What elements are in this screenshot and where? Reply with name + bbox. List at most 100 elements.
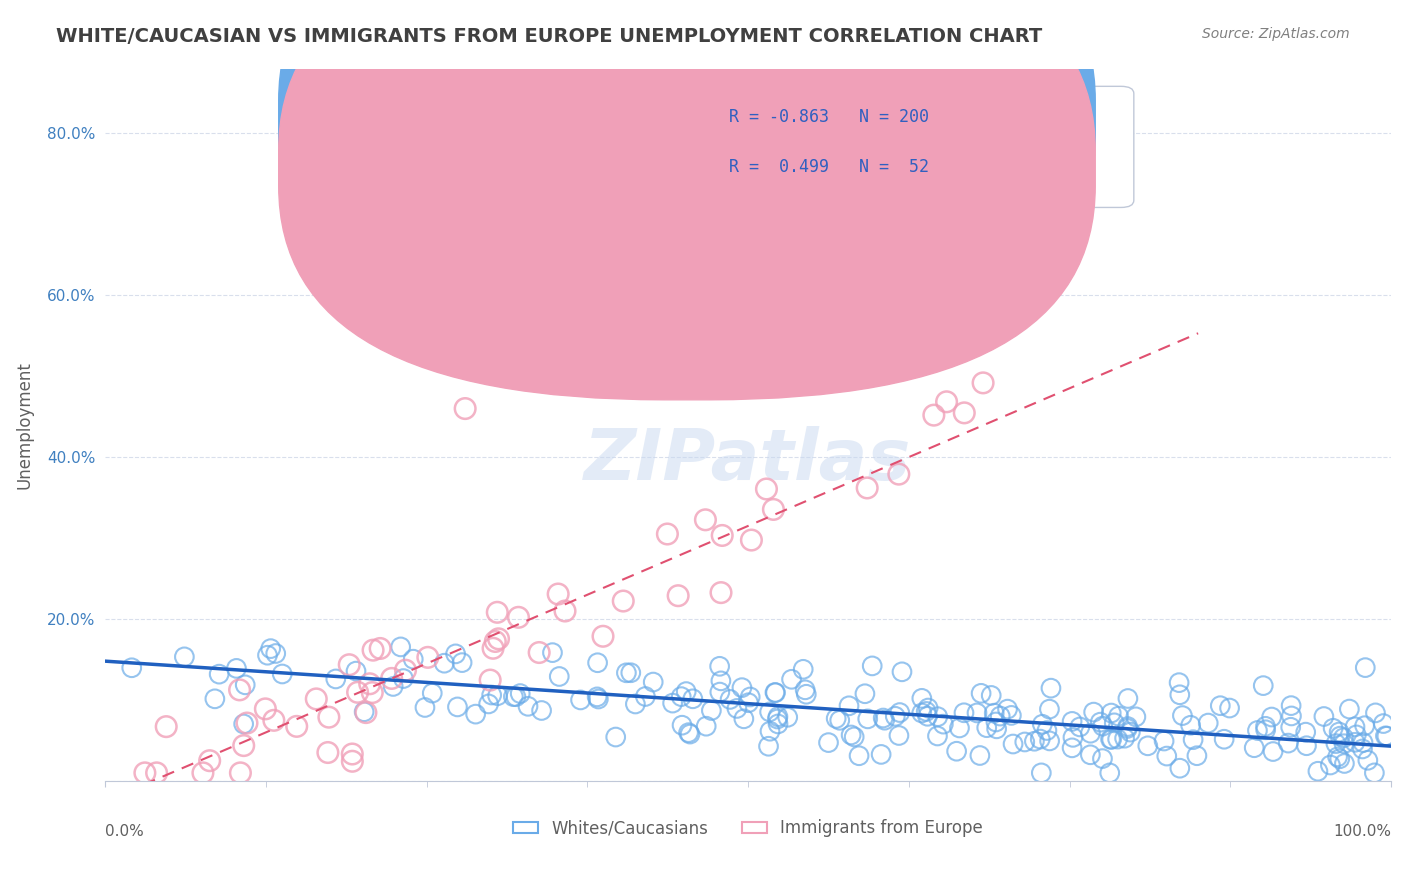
Point: [361, 685, 384, 699]
Point: [548, 669, 571, 683]
Point: [884, 709, 907, 723]
Point: [725, 701, 748, 715]
Text: WHITE/CAUCASIAN VS IMMIGRANTS FROM EUROPE UNEMPLOYMENT CORRELATION CHART: WHITE/CAUCASIAN VS IMMIGRANTS FROM EUROP…: [56, 27, 1042, 45]
Point: [887, 729, 910, 743]
Point: [1346, 728, 1368, 742]
Point: [945, 744, 967, 758]
Point: [1279, 698, 1302, 713]
Point: [381, 672, 404, 686]
Point: [984, 714, 1007, 729]
Point: [481, 688, 503, 702]
Point: [766, 709, 789, 723]
Point: [488, 632, 510, 646]
Point: [983, 706, 1005, 721]
Point: [969, 748, 991, 763]
Point: [740, 690, 762, 704]
Point: [508, 610, 530, 624]
Point: [856, 481, 879, 495]
Point: [718, 692, 741, 706]
Point: [1333, 756, 1355, 771]
Point: [1039, 734, 1062, 748]
Point: [1168, 675, 1191, 690]
Point: [204, 691, 226, 706]
Point: [1209, 698, 1232, 713]
Point: [733, 712, 755, 726]
Point: [264, 647, 287, 661]
Point: [236, 716, 259, 731]
Point: [1197, 716, 1219, 731]
Point: [1119, 725, 1142, 739]
Point: [232, 739, 254, 753]
Point: [997, 702, 1019, 716]
Point: [1168, 688, 1191, 702]
Point: [766, 717, 789, 731]
Point: [737, 696, 759, 710]
Point: [634, 690, 657, 704]
FancyBboxPatch shape: [278, 0, 1095, 350]
Point: [932, 717, 955, 731]
Point: [337, 657, 360, 672]
Legend: Whites/Caucasians, Immigrants from Europe: Whites/Caucasians, Immigrants from Europ…: [506, 813, 990, 844]
Point: [1080, 726, 1102, 740]
Point: [361, 643, 384, 657]
Point: [844, 730, 866, 744]
Point: [342, 747, 364, 761]
Point: [911, 691, 934, 706]
Point: [413, 700, 436, 714]
Point: [1327, 725, 1350, 739]
Point: [1101, 732, 1123, 747]
FancyBboxPatch shape: [278, 0, 1095, 400]
Point: [1344, 735, 1367, 749]
Point: [486, 689, 509, 703]
Point: [254, 702, 277, 716]
Point: [917, 709, 939, 723]
Point: [657, 527, 679, 541]
Point: [344, 664, 367, 678]
Point: [1091, 751, 1114, 765]
Point: [763, 685, 786, 699]
Point: [586, 656, 609, 670]
Point: [678, 725, 700, 739]
Point: [1039, 681, 1062, 695]
Point: [263, 714, 285, 728]
Point: [740, 533, 762, 547]
Point: [1185, 748, 1208, 763]
Point: [191, 765, 214, 780]
Text: 0.0%: 0.0%: [105, 823, 143, 838]
Point: [1000, 708, 1022, 723]
Point: [554, 604, 576, 618]
Point: [1029, 732, 1052, 747]
Point: [1116, 691, 1139, 706]
Point: [927, 729, 949, 743]
Point: [870, 747, 893, 762]
Point: [482, 641, 505, 656]
Point: [527, 646, 550, 660]
Point: [1062, 714, 1084, 729]
Point: [953, 706, 976, 720]
Point: [1333, 737, 1355, 751]
Point: [887, 467, 910, 482]
Point: [1375, 729, 1398, 743]
Point: [1180, 718, 1202, 732]
Point: [198, 754, 221, 768]
Point: [1364, 706, 1386, 720]
Point: [402, 652, 425, 666]
Point: [318, 710, 340, 724]
Point: [709, 659, 731, 673]
Point: [444, 647, 467, 661]
Point: [208, 667, 231, 681]
Point: [1104, 715, 1126, 730]
Point: [394, 663, 416, 677]
Point: [1354, 719, 1376, 733]
Point: [817, 736, 839, 750]
Point: [1014, 735, 1036, 749]
Point: [1322, 721, 1344, 735]
Point: [586, 690, 609, 704]
Point: [758, 739, 780, 754]
Point: [661, 696, 683, 710]
Point: [825, 711, 848, 725]
Point: [1125, 710, 1147, 724]
Point: [980, 689, 1002, 703]
Point: [872, 711, 894, 725]
Point: [1219, 701, 1241, 715]
